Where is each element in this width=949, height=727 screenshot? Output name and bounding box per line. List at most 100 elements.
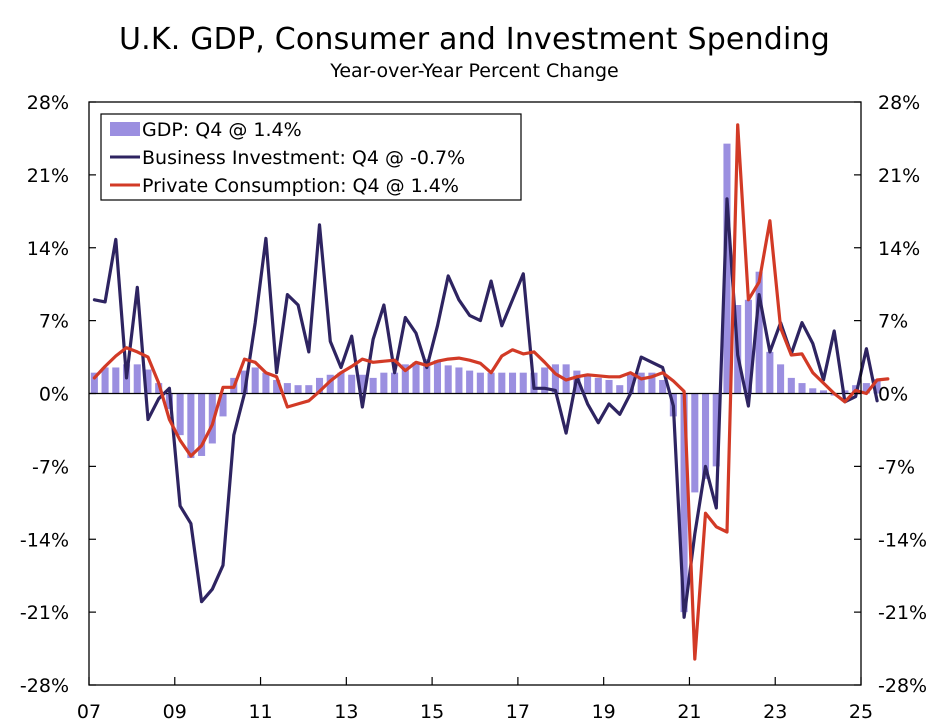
gdp-bar: [412, 362, 420, 394]
gdp-bar: [358, 374, 366, 394]
investment-line: [92, 197, 879, 619]
gdp-bar: [766, 351, 774, 394]
x-tick-label: 25: [849, 701, 873, 723]
gdp-bar: [659, 379, 667, 394]
y-tick-label-right: 28%: [878, 92, 920, 114]
y-tick-label-left: -28%: [20, 675, 69, 697]
legend: GDP: Q4 @ 1.4% Business Investment: Q4 @…: [100, 113, 522, 201]
gdp-bar: [809, 388, 817, 394]
gdp-bar: [369, 377, 377, 394]
legend-label-investment: Business Investment: Q4 @ -0.7%: [142, 147, 465, 169]
y-tick-label-right: -14%: [878, 529, 927, 551]
gdp-bar: [433, 360, 442, 394]
gdp-bar: [648, 372, 656, 394]
x-tick-label: 07: [77, 701, 101, 723]
gdp-bar: [551, 364, 559, 394]
gdp-bar: [262, 372, 270, 394]
chart-subtitle: Year-over-Year Percent Change: [330, 60, 619, 82]
y-tick-label-left: 0%: [39, 384, 69, 406]
gdp-bar: [187, 393, 195, 459]
gdp-bar: [380, 372, 388, 394]
legend-label-gdp: GDP: Q4 @ 1.4%: [142, 119, 302, 141]
y-tick-label-right: 0%: [878, 384, 908, 406]
legend-swatch-gdp: [110, 122, 140, 136]
gdp-bar: [798, 383, 806, 394]
gdp-bar: [198, 393, 206, 456]
x-tick-label: 09: [163, 701, 187, 723]
gdp-bar: [498, 372, 506, 394]
y-tick-label-right: 14%: [878, 238, 920, 260]
y-tick-label-right: -21%: [878, 602, 927, 624]
y-tick-label-left: -7%: [32, 456, 69, 478]
gdp-bar: [541, 367, 549, 394]
gdp-bar: [584, 375, 592, 394]
y-tick-label-right: 21%: [878, 165, 920, 187]
gdp-bar: [637, 372, 645, 394]
gdp-bar: [476, 372, 484, 394]
gdp-bar: [294, 385, 302, 394]
gdp-bar: [208, 393, 216, 444]
x-axis: 07 09 11 13 15 17 19 21 23 25: [77, 677, 873, 723]
gdp-bar: [777, 364, 785, 394]
gdp-bar: [326, 374, 334, 394]
gdp-bar: [862, 383, 870, 394]
gdp-bar: [680, 393, 688, 613]
y-tick-label-left: -14%: [20, 529, 69, 551]
gdp-bar: [101, 367, 109, 394]
gdp-bar: [315, 377, 324, 394]
x-tick-label: 21: [677, 701, 701, 723]
gdp-bar: [466, 370, 474, 394]
x-tick-label: 11: [248, 701, 272, 723]
gdp-bar: [337, 372, 345, 394]
x-tick-label: 17: [506, 701, 530, 723]
gdp-bar: [401, 364, 409, 394]
gdp-bar: [819, 390, 828, 394]
gdp-bar: [283, 383, 291, 394]
legend-label-consumption: Private Consumption: Q4 @ 1.4%: [142, 175, 459, 197]
gdp-bar: [744, 299, 752, 394]
gdp-bar: [787, 377, 795, 394]
y-axis: 28% 28% 21% 21% 14% 14% 7% 7% 0% 0% -7% -7% -14% -14%…: [20, 92, 927, 697]
gdp-bar: [112, 367, 120, 394]
gdp-bar: [305, 385, 313, 394]
series-lines: [92, 123, 890, 661]
x-tick-label: 13: [334, 701, 358, 723]
y-tick-label-left: 14%: [27, 238, 69, 260]
gdp-bar: [348, 374, 356, 394]
y-tick-label-left: 21%: [27, 165, 69, 187]
gdp-bar: [487, 372, 495, 394]
gdp-bar: [691, 393, 699, 493]
gdp-bar: [444, 365, 452, 394]
x-tick-label: 23: [763, 701, 787, 723]
consumption-line: [92, 123, 890, 661]
gdp-bar: [873, 378, 881, 394]
gdp-bar: [616, 385, 624, 394]
gdp-bar: [273, 379, 281, 394]
gdp-bar: [144, 369, 152, 394]
gdp-bar: [176, 393, 184, 436]
gdp-bar: [723, 143, 731, 394]
gdp-bar: [701, 393, 710, 479]
gdp-bar: [240, 370, 249, 394]
x-tick-label: 15: [420, 701, 444, 723]
x-tick-label: 19: [592, 701, 616, 723]
gdp-bar: [455, 367, 463, 394]
gdp-bar: [712, 393, 720, 467]
y-tick-label-left: 7%: [39, 311, 69, 333]
gdp-bar: [508, 372, 517, 394]
y-tick-label-right: -28%: [878, 675, 927, 697]
y-tick-label-left: -21%: [20, 602, 69, 624]
gdp-bar: [594, 377, 602, 394]
gdp-bar: [133, 364, 141, 394]
gdp-bar: [391, 372, 399, 394]
gdp-bar: [251, 367, 259, 394]
y-tick-label-right: -7%: [878, 456, 915, 478]
gdp-bar: [755, 271, 763, 394]
y-tick-label-left: 28%: [27, 92, 69, 114]
legend-box: [100, 113, 522, 201]
gdp-bar: [219, 393, 227, 417]
gdp-bars: [90, 143, 881, 613]
y-tick-label-right: 7%: [878, 311, 908, 333]
gdp-bar: [423, 359, 431, 394]
